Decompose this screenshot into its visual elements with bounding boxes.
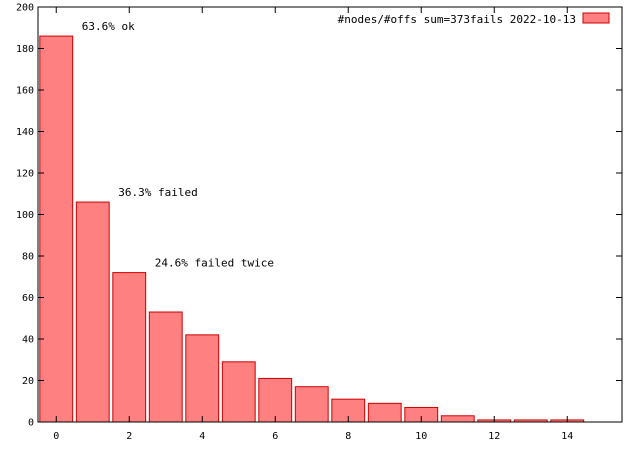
plot-frame: [37, 6, 623, 423]
bar-x9: [367, 402, 402, 423]
xtick-label: 6: [272, 431, 278, 442]
xtick-label: 4: [199, 431, 205, 442]
xtick-label: 0: [53, 431, 59, 442]
bar-x1: [75, 201, 110, 423]
ytick-label: 140: [16, 127, 34, 138]
bar-x4: [185, 334, 220, 423]
legend-label: #nodes/#offs sum=373fails 2022-10-13: [338, 13, 576, 26]
xtick-label: 8: [345, 431, 351, 442]
xtick-label: 10: [415, 431, 427, 442]
annotations-group: 63.6% ok 36.3% failed 24.6% failed twice: [82, 20, 274, 270]
xtick-label: 2: [126, 431, 132, 442]
legend: #nodes/#offs sum=373fails 2022-10-13: [338, 12, 610, 26]
annotation-label: 24.6% failed twice: [155, 256, 274, 269]
bar-x3: [148, 311, 183, 423]
bars-group: [39, 35, 585, 423]
annotation-label: 63.6% ok: [82, 20, 135, 33]
xtick-label: 14: [561, 431, 573, 442]
ytick-label: 200: [16, 3, 34, 14]
ytick-label: 60: [22, 293, 34, 304]
ytick-label: 160: [16, 86, 34, 97]
ytick-label: 40: [22, 335, 34, 346]
bar-x5: [221, 361, 256, 423]
bar-x7: [294, 386, 329, 423]
ytick-label: 80: [22, 252, 34, 263]
ytick-label: 20: [22, 376, 34, 387]
xtick-label: 12: [488, 431, 500, 442]
ytick-label: 100: [16, 210, 34, 221]
ytick-label: 120: [16, 169, 34, 180]
bar-x11: [440, 415, 475, 423]
annotation-label: 36.3% failed: [118, 186, 197, 199]
legend-swatch: [582, 12, 610, 24]
ytick-label: 180: [16, 44, 34, 55]
bar-x0: [39, 35, 74, 423]
ytick-label: 0: [28, 418, 34, 429]
bar-x2: [112, 272, 147, 423]
bar-x6: [258, 377, 293, 423]
